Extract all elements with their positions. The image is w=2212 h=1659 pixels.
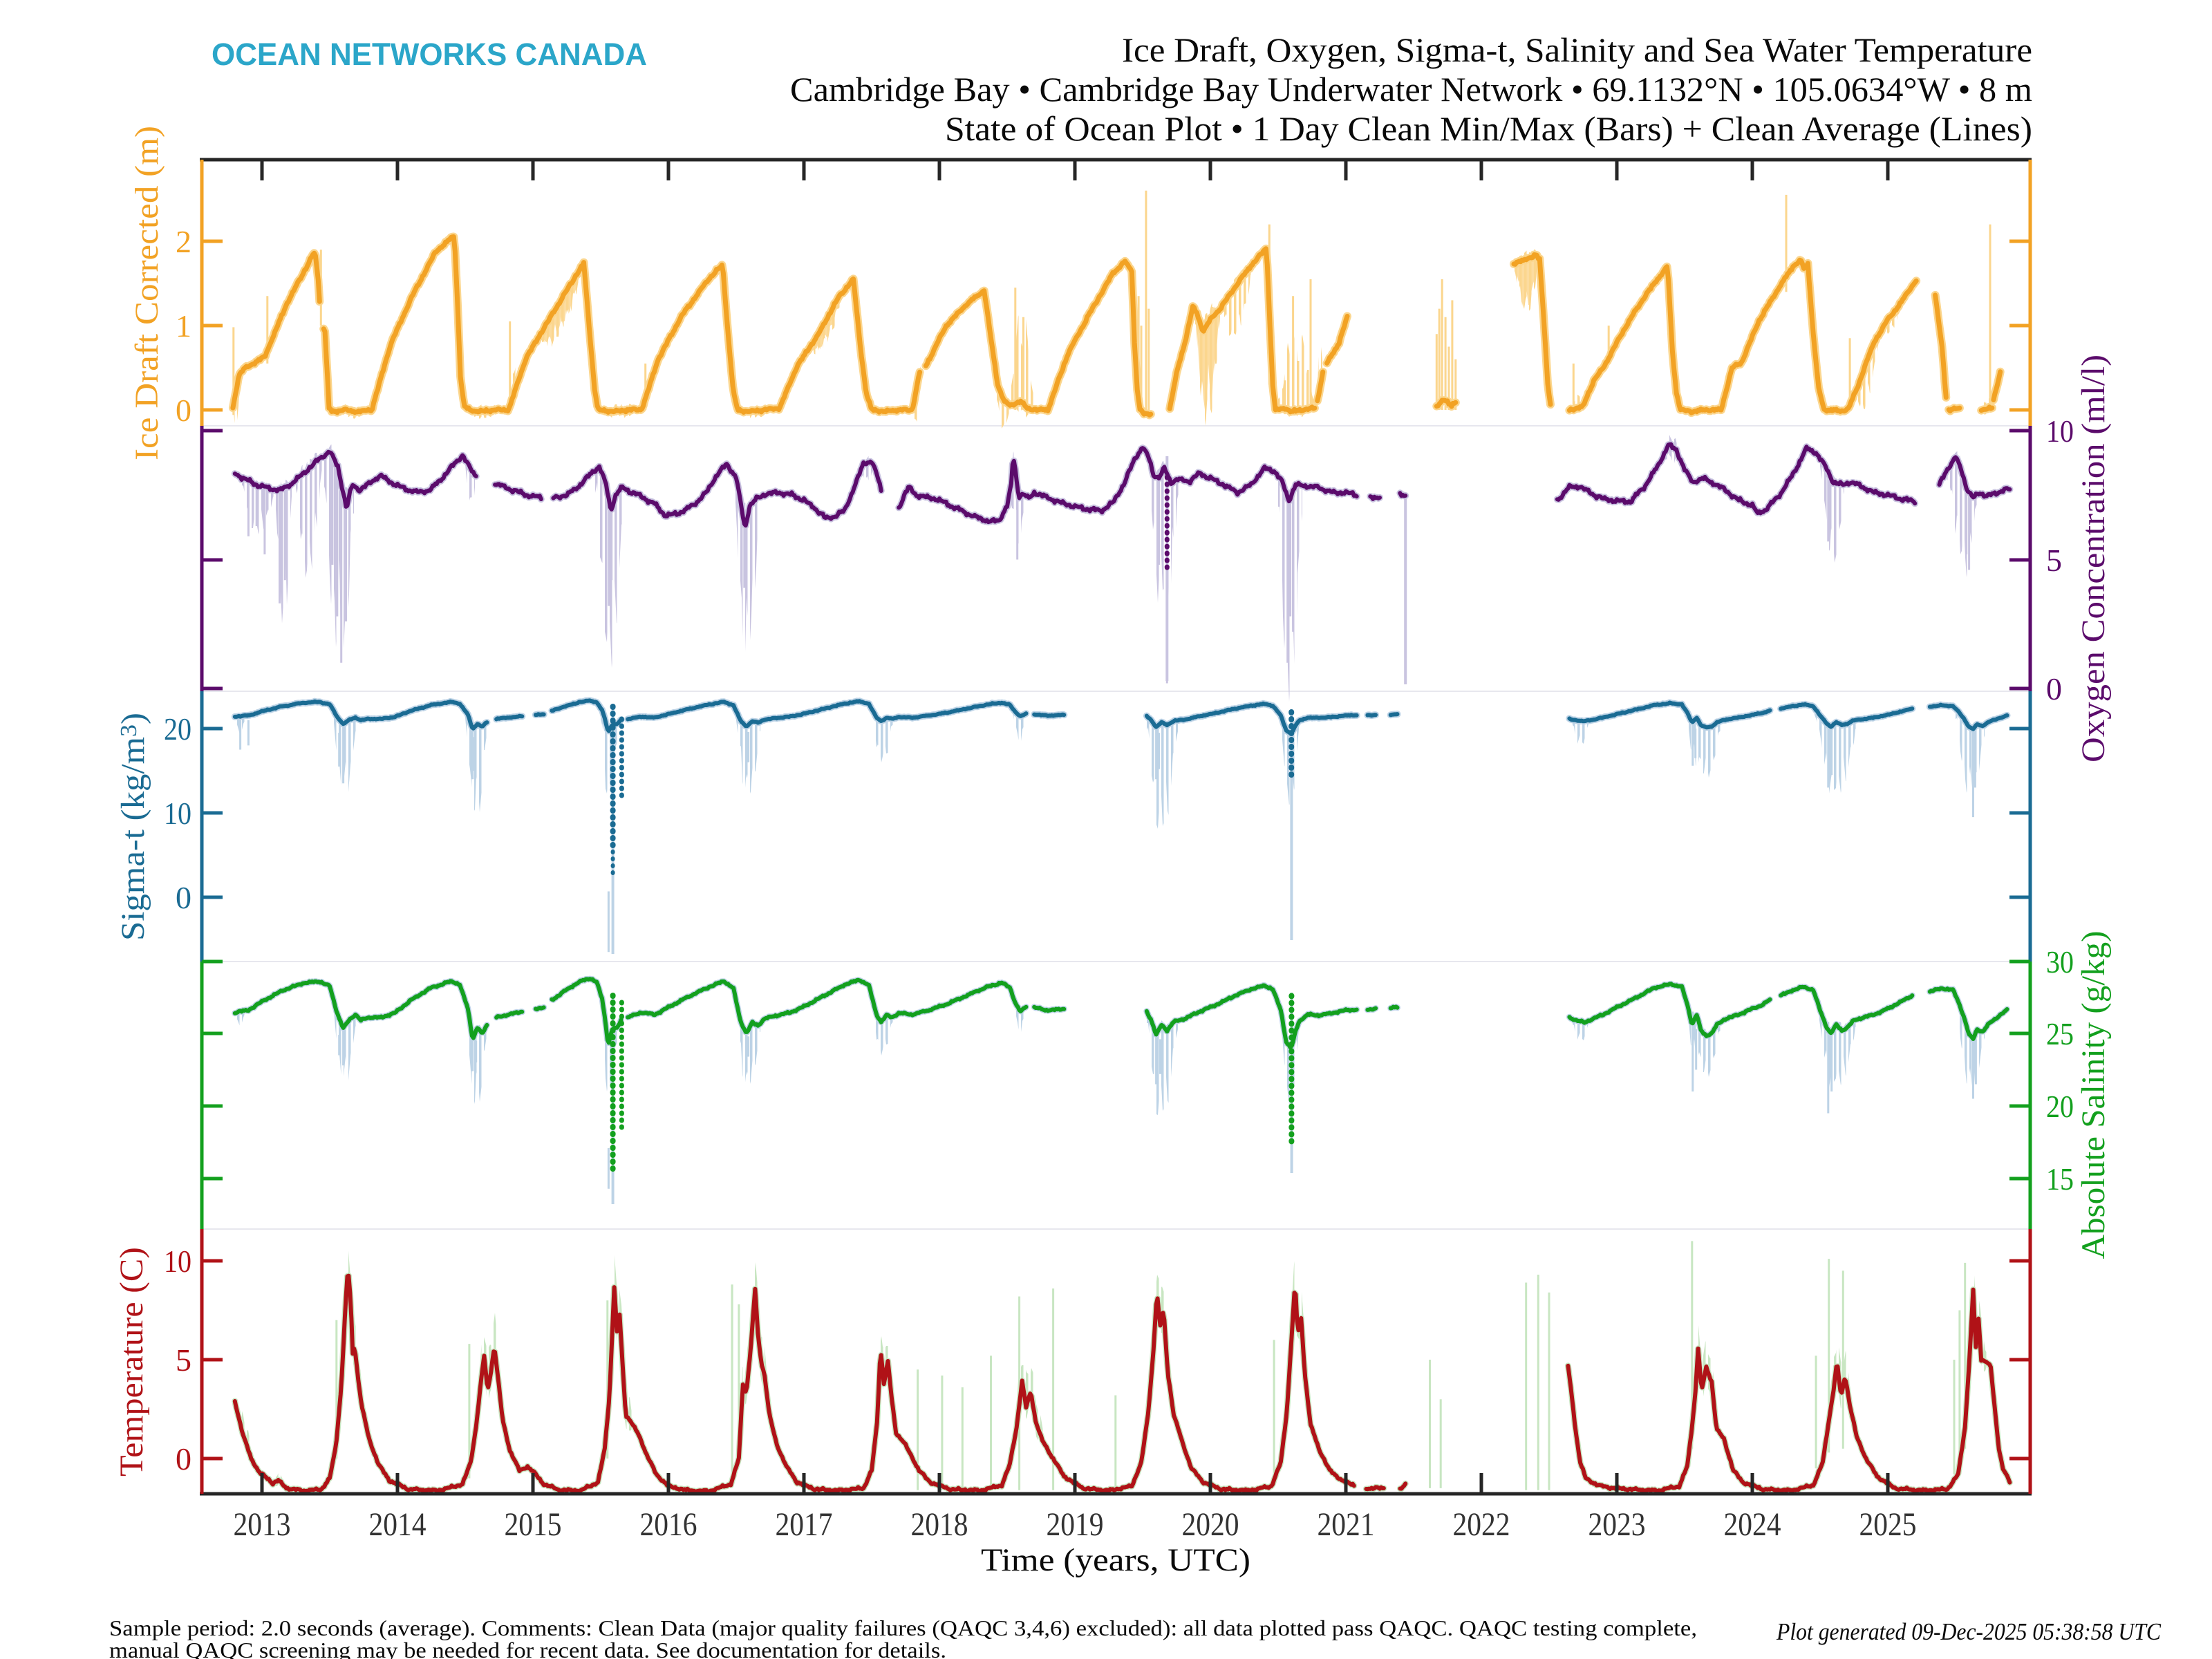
svg-text:2021: 2021 xyxy=(1318,1506,1375,1543)
svg-text:2022: 2022 xyxy=(1453,1506,1510,1543)
svg-text:30: 30 xyxy=(2046,944,2074,980)
svg-text:10: 10 xyxy=(2046,413,2074,449)
svg-text:0: 0 xyxy=(176,1441,191,1477)
svg-text:Sigma-t (kg/m3): Sigma-t (kg/m3) xyxy=(115,713,151,941)
svg-text:manual QAQC screening may be n: manual QAQC screening may be needed for … xyxy=(109,1638,946,1659)
svg-text:2: 2 xyxy=(176,224,191,259)
svg-text:2020: 2020 xyxy=(1182,1506,1239,1543)
svg-text:10: 10 xyxy=(164,796,191,831)
svg-text:2016: 2016 xyxy=(640,1506,697,1543)
svg-text:2019: 2019 xyxy=(1047,1506,1104,1543)
svg-text:Time (years, UTC): Time (years, UTC) xyxy=(981,1542,1250,1578)
svg-text:Ice Draft Corrected (m): Ice Draft Corrected (m) xyxy=(129,126,165,460)
svg-text:Temperature (C): Temperature (C) xyxy=(113,1247,150,1477)
svg-text:Ice Draft, Oxygen, Sigma-t, Sa: Ice Draft, Oxygen, Sigma-t, Salinity and… xyxy=(1122,30,2032,69)
svg-text:2025: 2025 xyxy=(1859,1506,1917,1543)
svg-text:0: 0 xyxy=(2046,671,2062,706)
svg-text:Cambridge Bay • Cambridge Bay: Cambridge Bay • Cambridge Bay Underwater… xyxy=(790,70,2032,109)
svg-text:2013: 2013 xyxy=(234,1506,291,1543)
svg-text:2018: 2018 xyxy=(911,1506,968,1543)
svg-text:25: 25 xyxy=(2046,1016,2074,1051)
svg-text:0: 0 xyxy=(176,393,191,428)
svg-text:2023: 2023 xyxy=(1588,1506,1646,1543)
svg-text:15: 15 xyxy=(2046,1161,2074,1197)
svg-text:2015: 2015 xyxy=(505,1506,562,1543)
svg-text:2024: 2024 xyxy=(1724,1506,1781,1543)
svg-text:5: 5 xyxy=(2046,543,2062,578)
svg-text:2017: 2017 xyxy=(776,1506,833,1543)
svg-text:1: 1 xyxy=(176,308,191,344)
svg-text:5: 5 xyxy=(176,1342,191,1378)
svg-text:State of Ocean Plot • 1 Day Cl: State of Ocean Plot • 1 Day Clean Min/Ma… xyxy=(945,109,2032,148)
svg-text:0: 0 xyxy=(176,880,191,915)
svg-text:Sample period: 2.0 seconds (av: Sample period: 2.0 seconds (average). Co… xyxy=(109,1615,1697,1640)
svg-text:2014: 2014 xyxy=(369,1506,427,1543)
svg-text:10: 10 xyxy=(164,1244,191,1279)
svg-text:Oxygen Concentration (ml/l): Oxygen Concentration (ml/l) xyxy=(2075,355,2112,762)
svg-text:Absolute Salinity (g/kg): Absolute Salinity (g/kg) xyxy=(2075,931,2112,1259)
svg-text:20: 20 xyxy=(2046,1089,2074,1124)
svg-text:OCEAN NETWORKS CANADA: OCEAN NETWORKS CANADA xyxy=(212,37,647,72)
svg-text:20: 20 xyxy=(164,711,191,747)
svg-text:Plot generated 09-Dec-2025 05:: Plot generated 09-Dec-2025 05:38:58 UTC xyxy=(1776,1618,2161,1645)
